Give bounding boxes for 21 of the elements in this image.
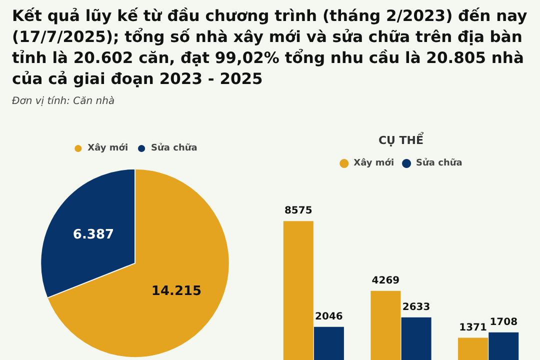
data-label: 1371 [459,322,487,334]
data-label: 14.215 [151,284,202,299]
legend-label: Xây mới [354,158,394,168]
data-label: 6.387 [72,227,114,242]
bar [314,326,344,360]
bar [488,332,519,360]
text: Kết quả lũy kế từ đầu chương trình (tháng 2/2023) đến nay (17/7/2025); tổng số nhà xây mới và sửa chữa trên địa bàn tỉnh là 20.602 căn, đạt 99,02% tổng nhu cầu là 20.805 nhà của cả giai đoạn 2023 - 2025 [12,6,528,90]
data-label: 1708 [490,316,518,328]
bar [458,338,488,360]
bar [283,221,314,360]
data-label: 4269 [372,275,400,286]
legend-label: Sửa chữa [151,142,198,154]
data-label: 8575 [284,206,312,217]
bar [401,317,432,360]
data-label: 2633 [402,302,430,313]
data-label: 2046 [315,311,343,322]
legend-label: Xây mới [88,142,128,154]
legend-label: Sửa chữa [416,158,462,168]
chart-title: CỤ THỂ [378,131,424,147]
text: Đơn vị tính: Căn nhà [12,96,115,107]
bar [370,290,401,360]
